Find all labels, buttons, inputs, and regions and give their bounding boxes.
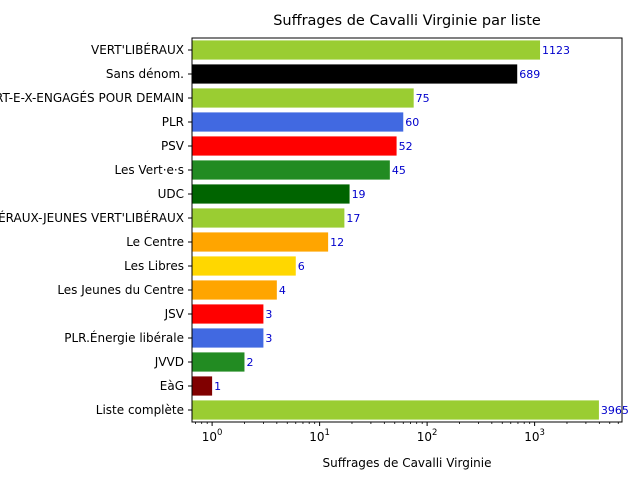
y-tick-label-3: JEUNES-VERT-E-X-ENGAGÉS POUR DEMAIN (0, 90, 184, 105)
y-tick-label-14: JVVD (154, 355, 184, 369)
data-label-12: 3 (265, 308, 272, 321)
y-tick-label-5: PSV (161, 139, 185, 153)
bar-3 (192, 88, 414, 108)
bar-7 (192, 184, 350, 204)
y-tick-label-2: Sans dénom. (106, 67, 184, 81)
bar-9 (192, 232, 329, 252)
data-label-10: 6 (298, 260, 305, 273)
bar-8 (192, 208, 345, 228)
data-label-8: 17 (346, 212, 360, 225)
y-tick-label-4: PLR (162, 115, 184, 129)
y-tick-label-6: Les Vert·e·s (115, 163, 185, 177)
chart-title: Suffrages de Cavalli Virginie par liste (273, 13, 541, 29)
plot-area (192, 40, 599, 420)
x-tick-label-1: 100 (202, 428, 223, 444)
data-label-3: 75 (416, 92, 430, 105)
x-tick-label-4: 103 (524, 428, 545, 444)
bar-5 (192, 136, 397, 156)
y-tick-label-16: Liste complète (96, 403, 184, 417)
data-label-14: 2 (246, 356, 253, 369)
bar-6 (192, 160, 390, 180)
data-label-4: 60 (405, 116, 419, 129)
bar-13 (192, 328, 264, 348)
data-label-2: 689 (519, 68, 540, 81)
data-label-16: 3965 (601, 404, 629, 417)
x-tick-label-2: 101 (309, 428, 330, 444)
bar-16 (192, 400, 599, 420)
y-tick-label-1: VERT'LIBÉRAUX (91, 42, 184, 57)
y-tick-label-7: UDC (158, 187, 184, 201)
bar-2 (192, 64, 518, 84)
bar-14 (192, 352, 245, 372)
bar-1 (192, 40, 541, 60)
axes (188, 37, 623, 426)
bar-15 (192, 376, 213, 396)
bar-12 (192, 304, 264, 324)
y-tick-label-12: JSV (164, 307, 185, 321)
y-tick-label-15: EàG (160, 379, 184, 393)
data-label-11: 4 (279, 284, 286, 297)
data-label-7: 19 (352, 188, 366, 201)
data-label-9: 12 (330, 236, 344, 249)
bar-10 (192, 256, 296, 276)
data-label-15: 1 (214, 380, 221, 393)
data-label-5: 52 (399, 140, 413, 153)
y-tick-label-13: PLR.Énergie libérale (64, 330, 184, 345)
x-tick-label-3: 102 (417, 428, 438, 444)
y-tick-label-9: Le Centre (126, 235, 184, 249)
plot-frame (191, 37, 623, 423)
y-tick-label-8: JEUNES-VERT'LIBÉRAUX-JEUNES VERT'LIBÉRAU… (0, 210, 184, 225)
bar-4 (192, 112, 404, 132)
data-label-6: 45 (392, 164, 406, 177)
y-tick-label-10: Les Libres (124, 259, 184, 273)
y-tick-label-11: Les Jeunes du Centre (57, 283, 184, 297)
data-label-13: 3 (265, 332, 272, 345)
x-axis-label: Suffrages de Cavalli Virginie (323, 456, 492, 470)
data-label-1: 1123 (542, 44, 570, 57)
bar-11 (192, 280, 277, 300)
